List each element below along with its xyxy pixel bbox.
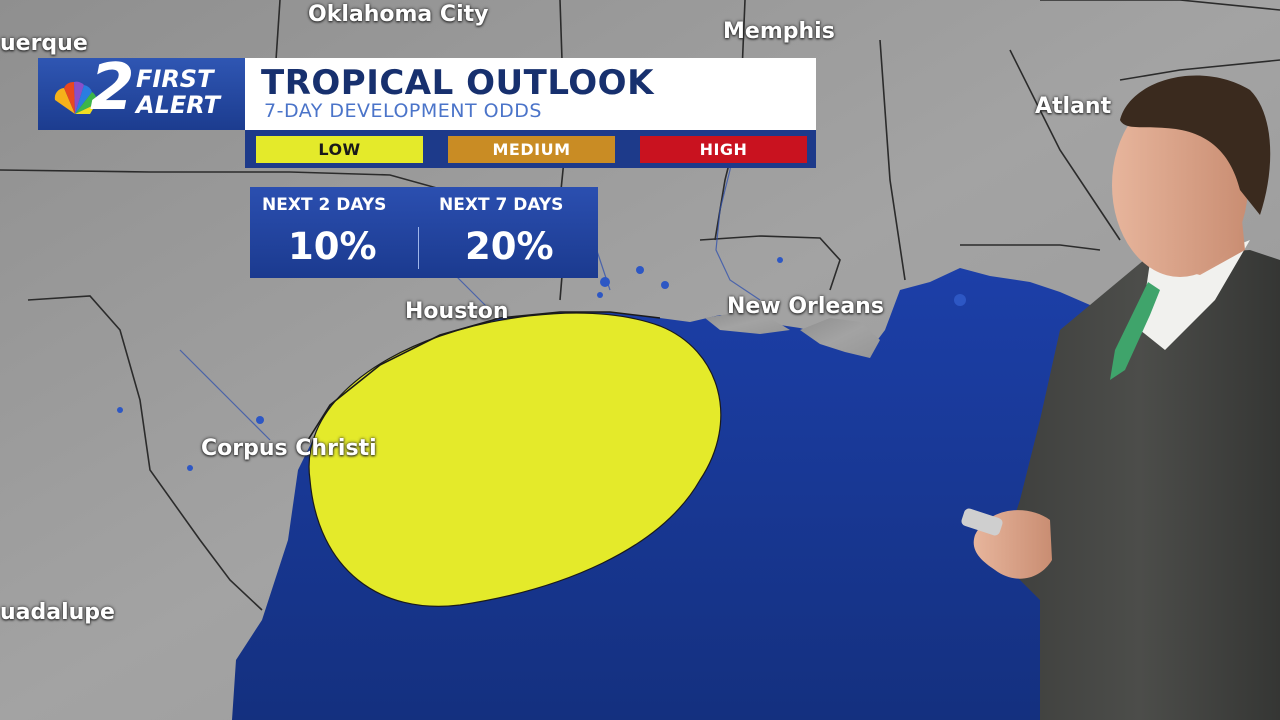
low-development-area: [308, 312, 722, 607]
next-2-days-value: 10%: [288, 225, 377, 268]
city-label: Corpus Christi: [201, 436, 377, 461]
city-label: Memphis: [723, 19, 835, 44]
next-2-days-label: NEXT 2 DAYS: [262, 195, 387, 215]
logo-first-text: FIRST: [136, 65, 214, 93]
peacock-icon: [54, 81, 97, 114]
meteorologist: [961, 75, 1280, 720]
channel-number: 2: [90, 51, 135, 125]
odds-panel: NEXT 2 DAYS NEXT 7 DAYS 10% 20%: [250, 187, 598, 278]
city-label: uadalupe: [0, 600, 115, 625]
next-7-days-value: 20%: [465, 225, 554, 268]
legend-medium: MEDIUM: [448, 136, 615, 163]
legend-high: HIGH: [640, 136, 807, 163]
graphic-subtitle: 7-DAY DEVELOPMENT ODDS: [264, 100, 542, 122]
clicker: [961, 508, 1003, 536]
graphic-header: 2 FIRST ALERT TROPICAL OUTLOOK 7-DAY DEV…: [38, 52, 816, 130]
graphic-title: TROPICAL OUTLOOK: [261, 63, 654, 103]
city-label: uerque: [0, 31, 88, 56]
odds-divider: [418, 227, 419, 269]
development-odds-legend: LOW MEDIUM HIGH: [245, 130, 816, 168]
city-label: Oklahoma City: [308, 2, 489, 27]
lakes: [117, 257, 966, 471]
title-panel: TROPICAL OUTLOOK 7-DAY DEVELOPMENT ODDS: [245, 58, 816, 130]
hair: [1120, 75, 1271, 215]
city-label: Houston: [405, 299, 509, 324]
texas-coastline: [307, 311, 661, 441]
tie: [1110, 282, 1160, 380]
legend-low: LOW: [256, 136, 423, 163]
city-label: Atlant: [1035, 94, 1112, 119]
station-logo: 2 FIRST ALERT: [38, 52, 245, 130]
logo-alert-text: ALERT: [136, 91, 221, 119]
delta-islands: [705, 312, 880, 358]
city-label: New Orleans: [727, 294, 884, 319]
next-7-days-label: NEXT 7 DAYS: [439, 195, 564, 215]
suit-body: [1000, 250, 1280, 720]
